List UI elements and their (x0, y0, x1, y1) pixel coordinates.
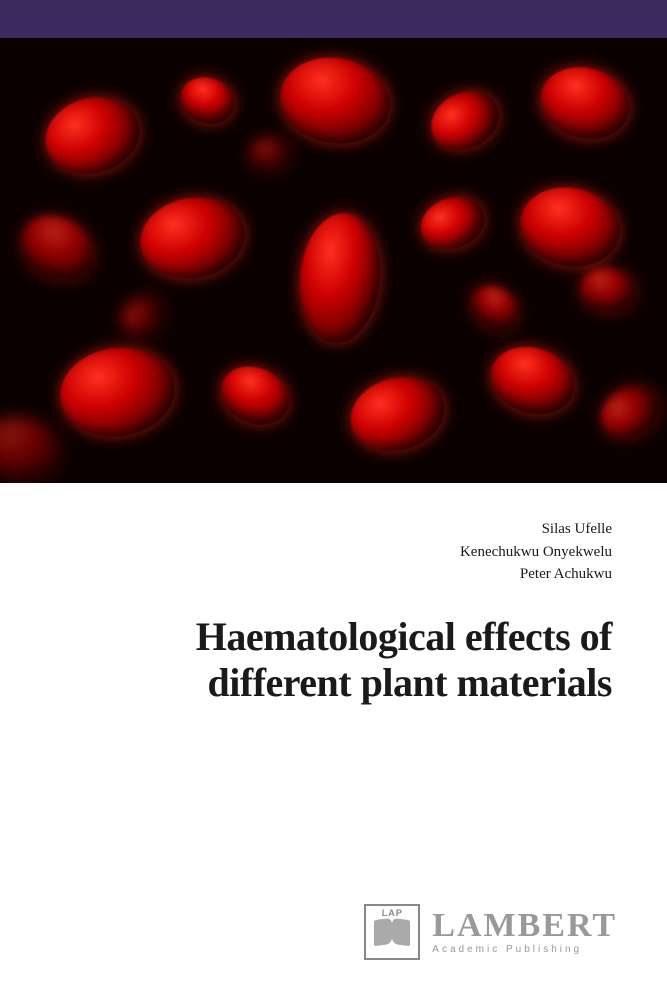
publisher-name: LAMBERT (432, 909, 617, 943)
blood-cell (250, 138, 290, 170)
blood-cell (532, 58, 637, 149)
book-icon (374, 919, 410, 945)
author-name: Peter Achukwu (55, 563, 612, 586)
blood-cell (134, 189, 251, 286)
blood-cell (413, 188, 491, 257)
blood-cell (212, 356, 299, 435)
top-accent-bar (0, 0, 667, 38)
blood-cell (114, 288, 172, 343)
author-name: Silas Ufelle (55, 518, 612, 541)
blood-cell (592, 376, 667, 448)
blood-cell (0, 412, 65, 483)
authors-block: Silas Ufelle Kenechukwu Onyekwelu Peter … (55, 518, 612, 586)
author-name: Kenechukwu Onyekwelu (55, 541, 612, 564)
content-area: Silas Ufelle Kenechukwu Onyekwelu Peter … (0, 483, 667, 706)
blood-cell (54, 340, 180, 443)
logo-acronym: LAP (382, 908, 403, 918)
blood-cell (10, 203, 105, 292)
book-title: Haematological effects of different plan… (55, 614, 612, 706)
publisher-subtitle: Academic Publishing (432, 945, 617, 955)
blood-cell (482, 336, 583, 424)
blood-cell (273, 49, 396, 152)
blood-cell (463, 277, 527, 340)
blood-cell (577, 264, 638, 315)
publisher-logo: LAP (364, 904, 420, 960)
blood-cell (513, 178, 627, 275)
blood-cell (294, 210, 385, 346)
blood-cell (37, 87, 148, 184)
blood-cell (342, 367, 452, 461)
blood-cell (174, 70, 241, 131)
publisher-block: LAP LAMBERT Academic Publishing (364, 904, 617, 960)
cover-hero-image (0, 38, 667, 483)
publisher-text: LAMBERT Academic Publishing (432, 909, 617, 955)
blood-cell (422, 81, 509, 160)
